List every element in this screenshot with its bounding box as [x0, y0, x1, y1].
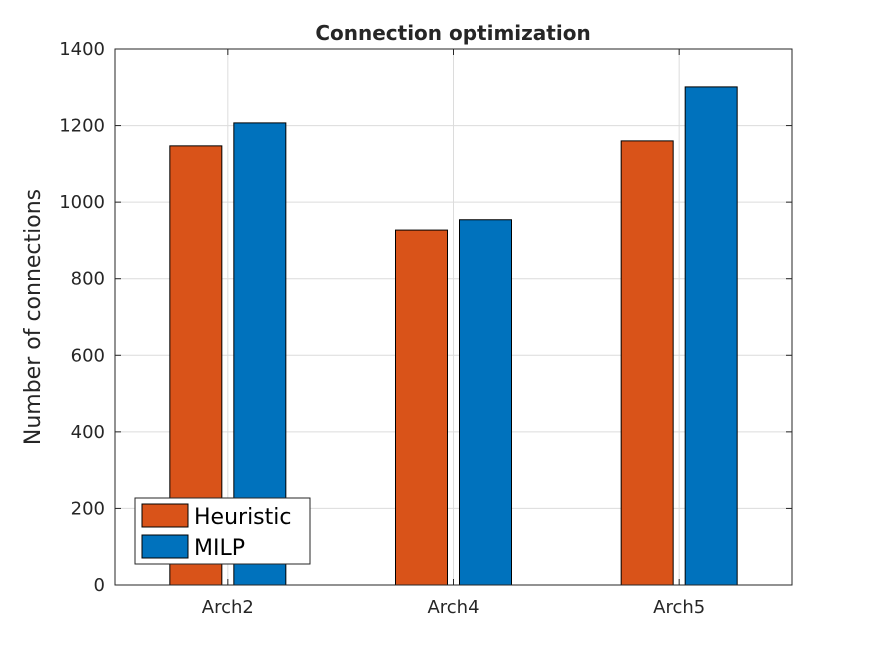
- y-tick-label: 1400: [59, 39, 105, 60]
- bar-milp-arch4: [459, 219, 512, 586]
- x-tick-label: Arch5: [653, 597, 705, 618]
- x-tick-label: Arch4: [427, 597, 479, 618]
- y-tick-label: 0: [94, 575, 105, 596]
- chart-title: Connection optimization: [315, 21, 590, 45]
- y-tick-label: 800: [71, 269, 105, 290]
- legend-label-heuristic: Heuristic: [194, 505, 291, 530]
- y-tick-label: 400: [71, 422, 105, 443]
- y-tick-label: 600: [71, 345, 105, 366]
- bar-heuristic-arch4: [395, 229, 448, 586]
- legend: Heuristic MILP: [134, 497, 311, 565]
- x-tick-label: Arch2: [202, 597, 254, 618]
- legend-swatch-heuristic: [141, 503, 189, 528]
- legend-swatch-milp: [141, 534, 189, 559]
- bar-heuristic-arch5: [620, 140, 674, 586]
- y-tick-label: 1000: [59, 192, 105, 213]
- y-tick-label: 1200: [59, 116, 105, 137]
- legend-label-milp: MILP: [194, 536, 245, 561]
- y-axis-label: Number of connections: [21, 189, 46, 445]
- bar-milp-arch5: [684, 86, 738, 586]
- y-tick-label: 200: [71, 498, 105, 519]
